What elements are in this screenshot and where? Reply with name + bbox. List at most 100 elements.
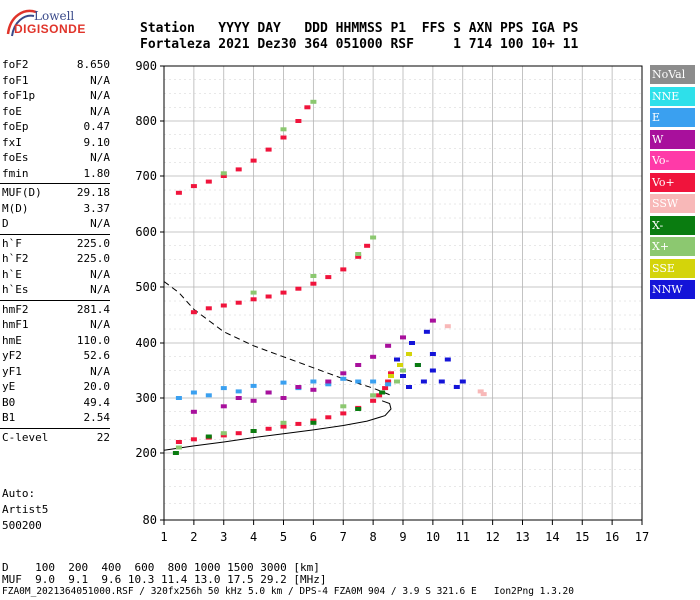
x-tick-label: 16 bbox=[605, 530, 619, 544]
param-name: foE bbox=[2, 104, 22, 118]
y-tick-label: 600 bbox=[135, 225, 157, 239]
param-row: hmF1 N/A bbox=[2, 318, 110, 332]
param-name: foEp bbox=[2, 120, 29, 133]
param-name: yE bbox=[2, 380, 16, 393]
echo-point bbox=[175, 190, 182, 195]
x-tick-label: 10 bbox=[426, 530, 440, 544]
param-row: fxI 9.10 bbox=[2, 136, 110, 150]
param-value: 9.10 bbox=[83, 135, 111, 149]
param-name: foF1 bbox=[2, 73, 29, 87]
param-name: foEs bbox=[2, 151, 29, 164]
x-tick-label: 7 bbox=[340, 530, 347, 544]
echo-point bbox=[205, 434, 212, 439]
x-tick-label: 1 bbox=[160, 530, 167, 544]
echo-point bbox=[190, 437, 197, 442]
param-row: foEp 0.47 bbox=[2, 120, 110, 134]
param-row: MUF(D) 29.18 bbox=[2, 186, 110, 200]
echo-point bbox=[280, 380, 287, 385]
x-tick-label: 6 bbox=[310, 530, 317, 544]
echo-point bbox=[444, 357, 451, 362]
legend-item: NoVal bbox=[650, 65, 695, 84]
param-value: 1.80 bbox=[83, 166, 111, 180]
param-name: MUF(D) bbox=[2, 186, 42, 199]
param-row: yF1 N/A bbox=[2, 365, 110, 379]
param-value: N/A bbox=[90, 151, 110, 164]
param-row: foE N/A bbox=[2, 105, 110, 119]
echo-point bbox=[453, 385, 460, 389]
x-tick-label: 9 bbox=[399, 530, 406, 544]
echo-point bbox=[280, 127, 287, 132]
echo-point bbox=[370, 235, 377, 240]
param-name: M(D) bbox=[2, 201, 29, 215]
echo-point bbox=[265, 294, 272, 299]
x-tick-label: 3 bbox=[220, 530, 227, 544]
param-name: B1 bbox=[2, 411, 16, 424]
echo-point bbox=[340, 376, 347, 381]
param-value: N/A bbox=[90, 104, 110, 118]
echo-point bbox=[394, 379, 400, 384]
echo-point bbox=[190, 409, 197, 414]
echo-point bbox=[406, 385, 412, 389]
echo-point bbox=[310, 99, 317, 104]
param-value: N/A bbox=[90, 217, 110, 230]
param-name: fxI bbox=[2, 135, 22, 149]
echo-point bbox=[310, 281, 317, 286]
legend-item: X- bbox=[650, 215, 695, 235]
echo-point bbox=[325, 275, 332, 280]
echo-point bbox=[355, 363, 362, 367]
echo-point bbox=[190, 310, 197, 315]
echo-point bbox=[444, 324, 451, 329]
legend-item: X+ bbox=[650, 237, 695, 256]
echo-point bbox=[235, 389, 242, 394]
param-row: fmin 1.80 bbox=[2, 167, 110, 181]
echo-point bbox=[280, 424, 287, 429]
param-value: N/A bbox=[90, 364, 110, 378]
autoscaler-version: 500200 bbox=[2, 519, 42, 532]
param-value: 225.0 bbox=[76, 252, 110, 265]
legend-item: Vo- bbox=[650, 151, 695, 170]
echo-point bbox=[220, 431, 227, 436]
echo-point bbox=[310, 420, 317, 425]
echo-point bbox=[220, 303, 227, 308]
auto-label: Auto: bbox=[2, 487, 36, 500]
param-value: 52.6 bbox=[83, 349, 111, 362]
y-tick-label: 500 bbox=[135, 280, 157, 294]
echo-point bbox=[355, 379, 362, 384]
echo-point bbox=[477, 389, 484, 394]
logo-swoosh-icon bbox=[6, 9, 37, 37]
param-name: h`F bbox=[2, 236, 22, 250]
param-name: foF2 bbox=[2, 58, 29, 71]
echo-point bbox=[190, 184, 197, 189]
echo-point bbox=[388, 371, 394, 376]
param-row: foF1 N/A bbox=[2, 74, 110, 88]
legend-item: SSW bbox=[650, 194, 695, 213]
echo-point bbox=[310, 379, 317, 384]
echo-point bbox=[385, 343, 392, 348]
echo-point bbox=[355, 407, 362, 411]
param-value: 3.37 bbox=[83, 201, 111, 215]
echo-point bbox=[310, 274, 317, 278]
echo-point bbox=[370, 354, 377, 359]
echo-point bbox=[295, 385, 302, 389]
echo-point bbox=[265, 426, 272, 431]
param-name: fmin bbox=[2, 166, 29, 180]
x-tick-label: 5 bbox=[280, 530, 287, 544]
y-tick-label: 800 bbox=[135, 114, 157, 128]
echo-point bbox=[370, 379, 377, 384]
echo-point bbox=[429, 352, 436, 356]
echo-point bbox=[235, 300, 242, 305]
legend-item: Vo+ bbox=[650, 172, 695, 192]
echo-point bbox=[400, 374, 406, 378]
footer-file-info: FZA0M_2021364051000.RSF / 320fx256h 50 k… bbox=[2, 586, 574, 597]
header-station-values: Fortaleza 2021 Dez30 364 051000 RSF 1 71… bbox=[140, 37, 579, 52]
param-name: yF1 bbox=[2, 364, 22, 378]
param-row: foF2 8.650 bbox=[2, 58, 110, 72]
echo-point bbox=[220, 174, 227, 178]
param-row: C-level 22 bbox=[2, 431, 110, 445]
legend-item: E bbox=[650, 108, 695, 127]
y-tick-label: 900 bbox=[135, 59, 157, 73]
echo-point bbox=[409, 341, 415, 345]
param-row: foF1p N/A bbox=[2, 89, 110, 103]
param-separator bbox=[0, 183, 110, 184]
